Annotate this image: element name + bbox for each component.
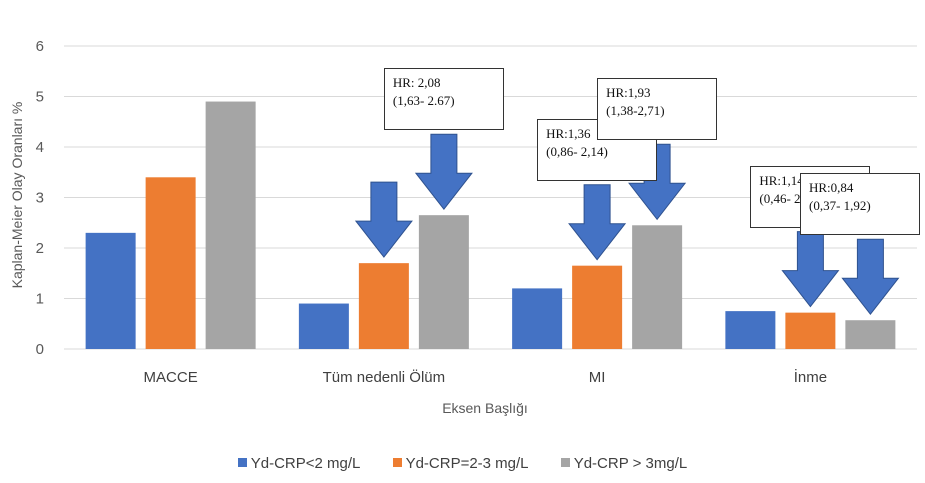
hr-ci: (1,38-2,71) xyxy=(606,103,665,119)
legend-swatch-series-2 xyxy=(392,458,402,467)
bar xyxy=(298,303,349,349)
y-tick-label: 2 xyxy=(36,240,44,257)
hr-value: HR:0,84 xyxy=(809,180,854,196)
y-tick-label: 1 xyxy=(36,291,44,308)
legend-item-series-1: Yd-CRP<2 mg/L xyxy=(237,455,361,472)
legend-swatch-series-3 xyxy=(560,458,570,467)
bar xyxy=(845,320,896,349)
hr-arrow xyxy=(781,231,840,308)
hr-value: HR: 2,08 xyxy=(392,75,441,91)
bar xyxy=(785,312,836,349)
y-tick-label: 0 xyxy=(36,341,44,358)
hr-annotation-box: HR:0,84 (0,37- 1,92) xyxy=(800,173,920,236)
x-category-labels: MACCE Tüm nedenli Ölüm MI İnme xyxy=(144,368,828,386)
hr-ci: (1,63- 2.67) xyxy=(392,93,455,109)
legend-label-series-1: Yd-CRP<2 mg/L xyxy=(250,455,361,472)
legend-swatch-series-1 xyxy=(237,458,247,467)
y-tick-label: 6 xyxy=(36,38,44,55)
hr-arrow xyxy=(628,143,687,221)
bar xyxy=(85,232,136,349)
x-category-label: MACCE xyxy=(144,369,198,386)
x-category-label: MI xyxy=(589,369,606,386)
hr-annotation-box: HR:1,93 (1,38-2,71) xyxy=(597,78,718,141)
bar xyxy=(205,101,256,349)
bar xyxy=(418,215,469,349)
x-category-label: İnme xyxy=(794,368,827,386)
legend-label-series-2: Yd-CRP=2-3 mg/L xyxy=(405,455,529,472)
y-tick-label: 5 xyxy=(36,89,44,106)
bar xyxy=(358,263,409,349)
bar xyxy=(725,311,776,349)
hr-ci: (0,37- 1,92) xyxy=(809,198,871,214)
legend-label-series-3: Yd-CRP > 3mg/L xyxy=(573,455,688,472)
hr-value: HR:1,14 xyxy=(759,172,804,188)
y-tick-label: 3 xyxy=(36,190,44,207)
hr-arrow xyxy=(354,181,413,258)
bar xyxy=(632,225,683,349)
hr-value: HR:1,93 xyxy=(606,85,651,101)
bar xyxy=(145,177,196,349)
hr-ci: (0,86- 2,14) xyxy=(546,143,608,159)
hr-arrow xyxy=(414,133,473,211)
legend-item-series-3: Yd-CRP > 3mg/L xyxy=(560,455,688,472)
bars xyxy=(85,101,896,349)
hr-arrow xyxy=(568,184,627,261)
y-tick-labels: 0 1 2 3 4 5 6 xyxy=(36,38,44,358)
hr-annotation-box: HR: 2,08 (1,63- 2.67) xyxy=(383,68,504,131)
legend-item-series-2: Yd-CRP=2-3 mg/L xyxy=(392,455,529,472)
y-axis-title: Kaplan-Meier Olay Oranları % xyxy=(9,102,25,289)
bar xyxy=(572,265,623,349)
hr-arrows xyxy=(354,133,900,316)
y-tick-label: 4 xyxy=(36,139,44,156)
x-category-label: Tüm nedenli Ölüm xyxy=(323,368,446,386)
hr-arrow xyxy=(841,238,900,316)
hr-value: HR:1,36 xyxy=(546,125,591,141)
x-axis-title: Eksen Başlığı xyxy=(442,400,528,416)
bar xyxy=(512,288,563,349)
legend: Yd-CRP<2 mg/L Yd-CRP=2-3 mg/L Yd-CRP > 3… xyxy=(0,455,925,472)
